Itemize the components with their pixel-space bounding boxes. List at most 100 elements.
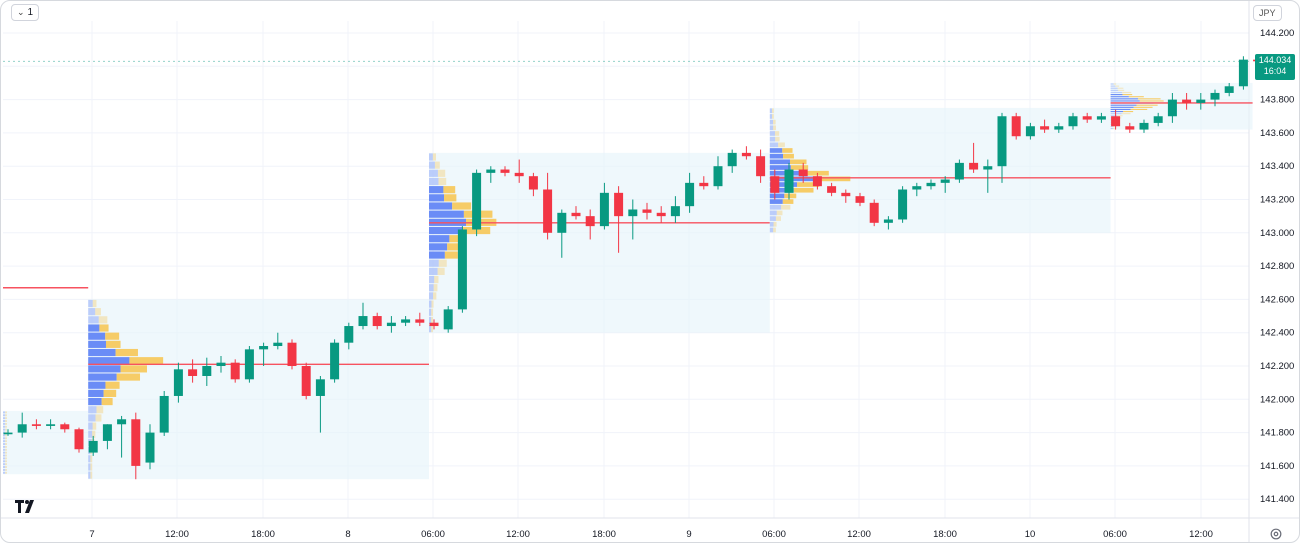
volume-profile-bar-up <box>88 332 106 340</box>
volume-profile-bar-up <box>1110 106 1134 108</box>
volume-profile-bar-down <box>776 210 783 216</box>
volume-profile-bar-up <box>429 153 433 161</box>
volume-profile-bar-up <box>1110 110 1123 113</box>
candle-body <box>46 424 56 426</box>
candle-body <box>3 432 13 435</box>
x-tick-label: 06:00 <box>762 529 786 540</box>
volume-profile-bar-up <box>3 468 6 471</box>
candle-body <box>1238 59 1248 87</box>
last-price: 144.034 <box>1258 55 1292 65</box>
volume-profile-bar-up <box>3 471 6 474</box>
interval-label: 1 <box>27 7 34 18</box>
volume-profile-bar-up <box>88 397 102 406</box>
volume-profile-bar-down <box>1117 115 1123 117</box>
candle-body <box>940 179 950 183</box>
interval-selector[interactable]: ⌄ 1 <box>11 4 40 21</box>
candle-body <box>1040 126 1050 130</box>
x-tick-label: 7 <box>89 529 94 540</box>
tradingview-logo[interactable] <box>15 500 39 514</box>
volume-profile-bar-down <box>105 381 120 389</box>
volume-profile-bar-up <box>88 365 121 373</box>
volume-profile-bar-up <box>769 221 774 227</box>
candle-body <box>685 182 695 207</box>
volume-profile-bar-down <box>447 243 463 251</box>
volume-profile-bar-up <box>88 471 91 479</box>
candle-body <box>202 366 212 376</box>
y-tick-label: 141.800 <box>1260 428 1294 439</box>
candle-body <box>1096 116 1106 120</box>
volume-profile-bar-down <box>5 414 7 417</box>
volume-profile-bar-up <box>1110 87 1118 89</box>
candle-body <box>798 169 808 177</box>
volume-profile-bar-down <box>1139 100 1164 102</box>
volume-profile-bar-down <box>775 216 781 221</box>
volume-profile-bar-down <box>438 177 447 186</box>
candle-body <box>415 319 425 323</box>
candle-body <box>230 362 240 380</box>
candle-body <box>117 419 127 425</box>
candle-body <box>557 212 567 233</box>
volume-profile-bar-down <box>1122 110 1134 113</box>
volume-profile-bar-down <box>1112 127 1115 130</box>
volume-profile-bar-down <box>433 292 437 300</box>
volume-profile-bar-down <box>783 153 794 159</box>
volume-profile-bar-down <box>432 153 437 161</box>
volume-profile-bar-up <box>1110 83 1114 85</box>
volume-profile-bar-up <box>88 299 93 308</box>
volume-profile-bar-down <box>5 457 7 460</box>
volume-profile-bar-up <box>3 454 6 457</box>
candle-body <box>528 176 538 190</box>
volume-profile-bar-down <box>5 425 7 428</box>
volume-profile-bar-up <box>3 451 6 454</box>
volume-profile-bar-down <box>95 414 102 422</box>
volume-profile-bar-up <box>88 340 106 348</box>
y-tick-label: 142.800 <box>1260 261 1294 272</box>
volume-profile-bar-up <box>1110 94 1123 96</box>
volume-profile-bar-down <box>797 182 820 187</box>
volume-profile-bar-up <box>88 357 130 365</box>
candle-body <box>898 189 908 220</box>
volume-profile-bar-down <box>438 259 447 267</box>
volume-profile-bar-up <box>3 434 6 437</box>
candle-body <box>1125 126 1135 130</box>
x-tick-label: 10 <box>1025 529 1036 540</box>
candle-body <box>983 166 993 170</box>
candle-body <box>457 229 467 310</box>
candle-body <box>472 172 482 230</box>
chevron-down-icon: ⌄ <box>17 7 25 17</box>
volume-profile-bar-down <box>1136 104 1158 106</box>
volume-profile-bar-down <box>90 455 93 463</box>
volume-profile-bar-down <box>5 437 7 440</box>
volume-profile-bar-down <box>5 443 7 445</box>
volume-profile-bar-up <box>429 226 463 235</box>
volume-profile-bar-up <box>429 202 453 210</box>
volume-profile-bar-down <box>444 251 458 259</box>
candle-body <box>841 192 851 197</box>
volume-profile-bar-up <box>88 463 91 471</box>
candle-body <box>827 186 837 193</box>
candle-body <box>344 326 354 343</box>
x-tick-label: 06:00 <box>421 529 445 540</box>
candle-body <box>1111 116 1121 127</box>
candle-body <box>855 196 865 203</box>
volume-profile-bar-down <box>5 460 7 463</box>
candle-body <box>699 182 709 187</box>
candle-body <box>486 169 496 173</box>
volume-profile-bar-down <box>784 193 797 199</box>
volume-profile-bar-down <box>449 235 467 243</box>
volume-profile-bar-up <box>3 440 6 443</box>
candle-body <box>216 362 226 366</box>
volume-profile-bar-down <box>773 221 777 227</box>
volume-profile-bar-down <box>5 428 7 431</box>
gear-icon[interactable] <box>1269 527 1283 541</box>
volume-profile-bar-up <box>769 131 775 136</box>
volume-profile-bar-up <box>1110 96 1129 98</box>
x-tick-label: 12:00 <box>847 529 871 540</box>
candle-body <box>713 166 723 187</box>
candle-body <box>571 212 581 217</box>
volume-profile-bar-down <box>5 454 7 457</box>
candle-body <box>1011 116 1021 137</box>
volume-profile-bar-up <box>769 204 782 210</box>
x-tick-label: 9 <box>686 529 691 540</box>
